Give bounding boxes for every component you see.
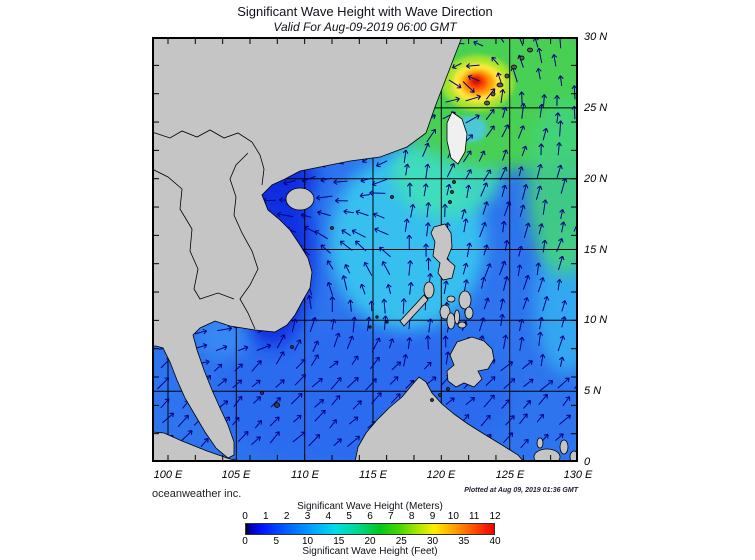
lat-label-20n: 20 N: [584, 173, 608, 185]
legend-title-meters: Significant Wave Height (Meters): [297, 501, 443, 512]
colorbar-tick-label: 30: [426, 536, 439, 547]
colorbar-tick-label: 5: [273, 536, 280, 547]
lat-label-25n: 25 N: [584, 102, 608, 114]
landmass-mainland-asia: [153, 38, 463, 459]
lat-label-0: 0: [584, 456, 591, 468]
colorbar-tick-label: 10: [447, 511, 459, 522]
oceanweather-credit: oceanweather inc.: [152, 488, 242, 500]
colorbar-tick-label: 25: [395, 536, 407, 547]
chart-valid-time: Valid For Aug-09-2019 06:00 GMT: [273, 20, 457, 34]
axis-ticks-layer: [154, 39, 576, 460]
colorbar-tick-label: 0: [242, 511, 248, 522]
colorbar-tick-label: 8: [408, 511, 415, 522]
colorbar-tick-label: 3: [304, 511, 311, 522]
colorbar-tick-label: 0: [242, 536, 248, 547]
chart-title: Significant Wave Height with Wave Direct…: [237, 4, 493, 19]
lat-label-5n: 5 N: [584, 385, 602, 397]
plotted-timestamp: Plotted at Aug 09, 2019 01:36 GMT: [464, 487, 578, 494]
map-canvas: [152, 37, 578, 462]
islands-small-islets: [260, 180, 456, 408]
legend-title-feet: Significant Wave Height (Feet): [302, 546, 438, 557]
lon-label-110e: 110 E: [291, 469, 319, 481]
colorbar-tick-label: 10: [301, 536, 314, 547]
chart-header: Significant Wave Height with Wave Direct…: [0, 4, 730, 34]
lon-label-100e: 100 E: [153, 469, 183, 481]
lon-label-120e: 120 E: [426, 469, 456, 481]
colorbar: [245, 523, 495, 535]
colorbar-tick-label: 6: [367, 511, 373, 522]
island-hainan: [285, 187, 315, 211]
islands-ryukyu-arc: [484, 47, 533, 106]
country-borders: [153, 129, 265, 330]
colorbar-tick-label: 2: [283, 511, 290, 522]
colorbar-tick-label: 9: [429, 511, 436, 522]
colorbar-tick-label: 4: [325, 511, 332, 522]
colorbar-tick-label: 1: [263, 511, 269, 522]
colorbar-tick-label: 15: [333, 536, 345, 547]
islands-sulawesi-moluccas: [533, 437, 577, 461]
lat-label-10n: 10 N: [584, 314, 608, 326]
colorbar-tick-label: 40: [489, 536, 501, 547]
colorbar-tick-label: 12: [489, 511, 501, 522]
colorbar-tick-label: 5: [346, 511, 352, 522]
island-luzon: [430, 223, 456, 281]
lat-label-15n: 15 N: [584, 244, 608, 256]
island-sumatra: [153, 431, 244, 461]
lat-label-30n: 30 N: [584, 31, 608, 43]
land-layer: [153, 38, 577, 461]
colorbar-tick-label: 11: [468, 511, 480, 522]
island-mindanao: [446, 336, 495, 388]
map-frame: [152, 37, 578, 462]
colorbar-tick-label: 20: [364, 536, 376, 547]
lon-label-125e: 125 E: [495, 469, 525, 481]
lon-label-105e: 105 E: [221, 469, 251, 481]
lon-label-115e: 115 E: [359, 469, 387, 481]
islands-visayas-palawan: [399, 281, 474, 330]
colorbar-tick-label: 35: [458, 536, 470, 547]
colorbar-tick-label: 7: [388, 511, 394, 522]
lon-label-130e: 130 E: [563, 469, 593, 481]
island-taiwan: [446, 111, 468, 165]
island-borneo: [354, 376, 524, 461]
